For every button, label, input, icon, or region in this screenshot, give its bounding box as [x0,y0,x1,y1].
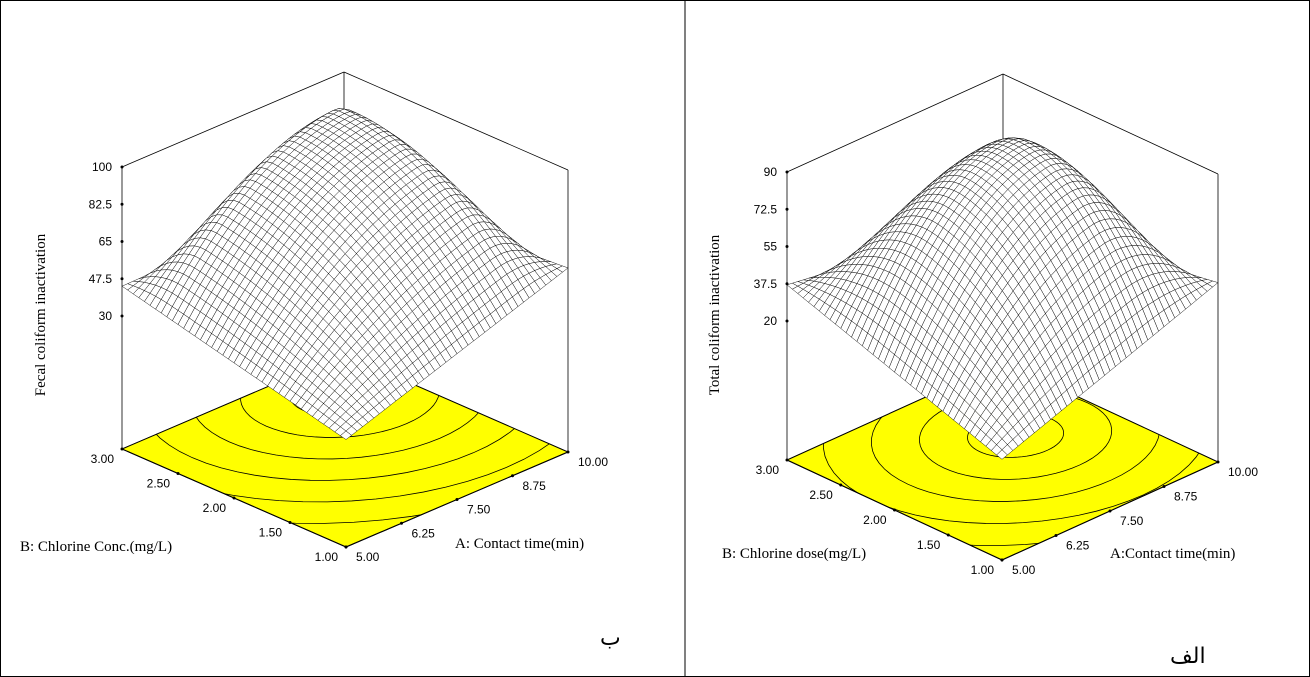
z-axis-title: Total coliform inactivation [707,234,723,395]
z-tick-label: 47.5 [89,272,113,286]
y-axis-title: B: Chlorine Conc.(mg/L) [20,539,172,555]
top-back-edge-right [1002,73,1219,175]
surface-plot: 5.00 6.25 7.50 8.75 10.00 1.00 1.50 2.00 2.50 3.0… [754,73,1258,577]
panel-fecal-coliform: 5.00 6.25 7.50 8.75 10.00 1.00 1.50 2.00 2.50 3.0… [20,71,621,651]
x-tick [455,498,459,501]
surface-mesh [786,137,1219,460]
y-tick-label: 3.00 [91,452,115,466]
y-tick-label: 1.50 [259,526,283,540]
z-tick-label: 37.5 [754,277,778,291]
x-tick-label: 8.75 [1174,490,1198,504]
z-axis-title: Fecal coliform inactivation [33,233,49,396]
z-tick [785,319,789,323]
y-tick-label: 1.00 [315,550,339,564]
z-tick [120,165,124,169]
x-tick-label: 10.00 [1228,465,1258,479]
z-tick-label: 90 [764,165,778,179]
y-tick [785,458,789,462]
z-tick [120,314,124,318]
z-tick-label: 72.5 [754,202,778,216]
z-tick [785,170,789,174]
y-axis-title: B: Chlorine dose(mg/L) [722,546,866,562]
y-tick [120,447,124,451]
y-tick-label: 1.50 [917,538,941,552]
z-tick-label: 55 [764,240,778,254]
y-tick-label: 2.50 [147,477,171,491]
z-tick-label: 65 [99,235,113,249]
x-tick [1162,485,1166,488]
x-tick-label: 6.25 [1066,539,1090,553]
x-tick-label: 6.25 [412,526,436,540]
z-tick [785,282,789,286]
z-tick [785,245,789,248]
x-tick [511,474,514,478]
x-axis-title: A:Contact time(min) [1110,546,1235,562]
z-tick [785,207,789,211]
y-tick [344,545,348,549]
z-tick [120,240,124,243]
x-tick-label: 7.50 [1120,514,1144,528]
z-tick-label: 30 [99,309,113,323]
x-tick-label: 5.00 [1012,563,1036,577]
x-tick [566,450,570,454]
y-tick-label: 2.00 [863,513,887,527]
y-tick-label: 3.00 [756,463,780,477]
top-back-edge-right [343,71,569,171]
z-tick [120,202,124,206]
z-tick-label: 82.5 [89,197,113,211]
z-tick-label: 20 [764,314,778,328]
x-tick-label: 8.75 [523,479,547,493]
surface-mesh [121,108,569,440]
contour-line [240,354,440,438]
y-tick [176,472,180,475]
x-tick-label: 7.50 [467,503,491,517]
top-back-edge-left [121,71,345,168]
z-tick [120,277,124,281]
y-tick [946,533,950,537]
x-tick-label: 10.00 [578,455,608,469]
x-tick-label: 5.00 [356,550,380,564]
x-axis-title: A: Contact time(min) [455,536,584,552]
z-tick-label: 100 [92,160,112,174]
panel-letter: الف [1170,644,1206,669]
y-tick [893,508,896,512]
x-tick [1216,460,1220,464]
y-tick [1000,558,1004,562]
top-back-edge-left [786,73,1004,173]
y-tick [288,521,292,524]
x-tick [1108,509,1112,513]
panel-letter: ب [600,626,621,651]
y-tick [232,496,236,500]
y-tick-label: 2.50 [809,488,833,502]
x-tick [1054,534,1058,537]
surface-plot: 5.00 6.25 7.50 8.75 10.00 1.00 1.50 2.00 2.50 3.0… [89,71,608,564]
y-tick-label: 1.00 [971,563,995,577]
x-tick [400,521,403,525]
y-tick [839,483,843,487]
y-tick-label: 2.00 [203,501,227,515]
panel-total-coliform: 5.00 6.25 7.50 8.75 10.00 1.00 1.50 2.00 2.50 3.0… [707,73,1258,669]
